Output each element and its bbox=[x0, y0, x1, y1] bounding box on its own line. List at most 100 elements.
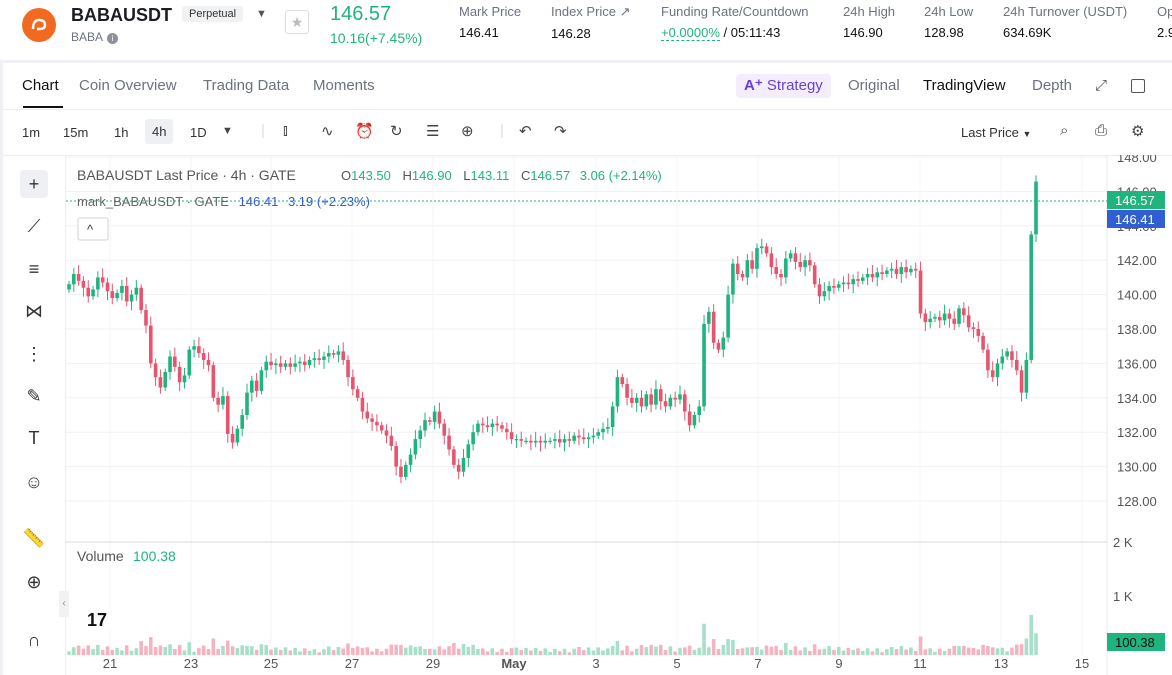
brush-icon[interactable]: ✎ bbox=[26, 386, 42, 406]
tab-coin-overview[interactable]: Coin Overview bbox=[79, 77, 177, 94]
candle bbox=[538, 435, 543, 452]
timeframe-4h[interactable]: 4h bbox=[145, 119, 174, 144]
candle bbox=[264, 355, 269, 378]
candle bbox=[990, 361, 995, 382]
window-icon[interactable] bbox=[1131, 79, 1145, 93]
redo-icon[interactable]: ↷ bbox=[554, 123, 567, 140]
legend-h-value: 146.90 bbox=[412, 168, 452, 183]
zoom-in-icon[interactable]: ⊕ bbox=[26, 572, 42, 592]
volume-bar bbox=[452, 643, 456, 655]
candle bbox=[644, 390, 649, 410]
ruler-icon[interactable]: 📏 bbox=[22, 528, 46, 548]
candle-body bbox=[933, 316, 937, 319]
screenshot-icon[interactable]: ⎙ bbox=[1095, 122, 1108, 139]
timeframe-1d[interactable]: 1D bbox=[190, 125, 207, 140]
search-icon[interactable]: ⌕ bbox=[1060, 122, 1069, 139]
favorite-star-icon[interactable]: ★ bbox=[285, 10, 309, 34]
candle bbox=[341, 342, 346, 365]
time-tick-label: 7 bbox=[754, 656, 761, 671]
trend-line-icon[interactable]: ⟋ bbox=[27, 216, 41, 236]
toolbar-divider: | bbox=[261, 122, 265, 139]
stat-value: 146.41 bbox=[459, 25, 499, 40]
candle bbox=[100, 268, 105, 288]
candle bbox=[1005, 347, 1009, 360]
text-tool-icon[interactable]: T bbox=[28, 428, 40, 448]
alert-icon[interactable]: ⏰ bbox=[355, 123, 374, 140]
candle-body bbox=[1005, 351, 1009, 357]
fullscreen-icon[interactable]: ⤢ bbox=[1095, 77, 1108, 94]
volume-bar bbox=[139, 641, 143, 655]
view-tradingview[interactable]: TradingView bbox=[923, 77, 1006, 94]
candle-body bbox=[658, 389, 663, 402]
strategy-button[interactable]: A⁺ Strategy bbox=[736, 74, 831, 98]
candle bbox=[509, 423, 514, 444]
volume-bar bbox=[885, 649, 889, 655]
candle-body bbox=[557, 439, 562, 443]
timeframe-1h[interactable]: 1h bbox=[114, 125, 129, 140]
timeframe-dropdown-icon[interactable]: ▼ bbox=[222, 125, 233, 137]
candle bbox=[1010, 345, 1014, 368]
symbol-name[interactable]: BABAUSDT bbox=[71, 5, 172, 25]
replay-icon[interactable]: ↻ bbox=[390, 123, 403, 140]
volume-bar bbox=[264, 645, 269, 655]
candle-body bbox=[745, 260, 750, 278]
emoji-icon[interactable]: ☺ bbox=[24, 472, 44, 492]
timeframe-1m[interactable]: 1m bbox=[22, 125, 41, 140]
volume-bar bbox=[326, 646, 331, 655]
candle-body bbox=[259, 370, 264, 391]
candle-body bbox=[250, 380, 254, 393]
candle bbox=[870, 265, 875, 283]
volume-bar bbox=[870, 651, 875, 655]
candle-body bbox=[630, 397, 634, 403]
mark-price-tag-text: 146.41 bbox=[1115, 212, 1155, 227]
symbol-dropdown-icon[interactable]: ▼ bbox=[256, 8, 267, 20]
volume-bar bbox=[952, 646, 957, 655]
price-type-select[interactable]: Last Price ▼ bbox=[961, 125, 1031, 140]
add-indicator-icon[interactable]: ⊕ bbox=[461, 123, 474, 140]
tab-chart[interactable]: Chart bbox=[22, 77, 59, 94]
candle bbox=[971, 322, 976, 338]
candle-body bbox=[216, 397, 220, 405]
time-tick-label: 5 bbox=[673, 656, 680, 671]
templates-icon[interactable]: ☰ bbox=[426, 123, 440, 140]
candle-type-icon[interactable]: ⫾ bbox=[283, 122, 288, 139]
candle-body bbox=[861, 277, 865, 281]
candle bbox=[634, 392, 639, 412]
price-chart[interactable]: 148.00146.00144.00142.00140.00138.00136.… bbox=[3, 155, 1172, 675]
funding-rate-value: +0.0000% bbox=[661, 25, 720, 41]
info-icon[interactable]: i bbox=[107, 33, 119, 44]
contract-type-badge: Perpetual bbox=[182, 6, 244, 22]
collapse-legend-button[interactable] bbox=[77, 217, 109, 241]
settings-gear-icon[interactable]: ⚙ bbox=[1131, 123, 1145, 140]
indicators-icon[interactable]: ∿ bbox=[321, 123, 334, 140]
candle-body bbox=[716, 342, 721, 350]
candle bbox=[148, 316, 153, 369]
view-original[interactable]: Original bbox=[848, 77, 900, 94]
volume-bar bbox=[100, 649, 105, 655]
candle bbox=[894, 259, 899, 279]
undo-icon[interactable]: ↶ bbox=[519, 123, 532, 140]
collapse-toolbar-icon[interactable]: ‹ bbox=[59, 591, 69, 617]
timeframe-15m[interactable]: 15m bbox=[63, 125, 89, 140]
fib-levels-icon[interactable]: ⋮ bbox=[25, 344, 43, 364]
candle-body bbox=[966, 315, 971, 328]
volume-bar bbox=[67, 651, 71, 655]
candle-body bbox=[91, 289, 95, 297]
tab-moments[interactable]: Moments bbox=[313, 77, 375, 94]
crosshair-icon[interactable]: + bbox=[20, 170, 48, 198]
horizontal-lines-icon[interactable]: ≡ bbox=[28, 259, 40, 279]
stat-index-price[interactable]: Index Price ↗ 146.28 bbox=[551, 4, 631, 41]
candle bbox=[798, 252, 803, 272]
pattern-icon[interactable]: ⋈ bbox=[25, 301, 43, 321]
volume-bar bbox=[317, 652, 321, 655]
volume-bar bbox=[572, 648, 576, 655]
tab-trading-data[interactable]: Trading Data bbox=[203, 77, 290, 94]
candle-body bbox=[346, 359, 350, 378]
volume-bar bbox=[625, 645, 629, 655]
volume-bar bbox=[187, 642, 192, 655]
candle bbox=[601, 422, 605, 440]
volume-bar bbox=[269, 649, 273, 655]
candle bbox=[654, 380, 658, 410]
magnet-icon[interactable]: ∩ bbox=[27, 630, 41, 650]
view-depth[interactable]: Depth bbox=[1032, 77, 1073, 94]
